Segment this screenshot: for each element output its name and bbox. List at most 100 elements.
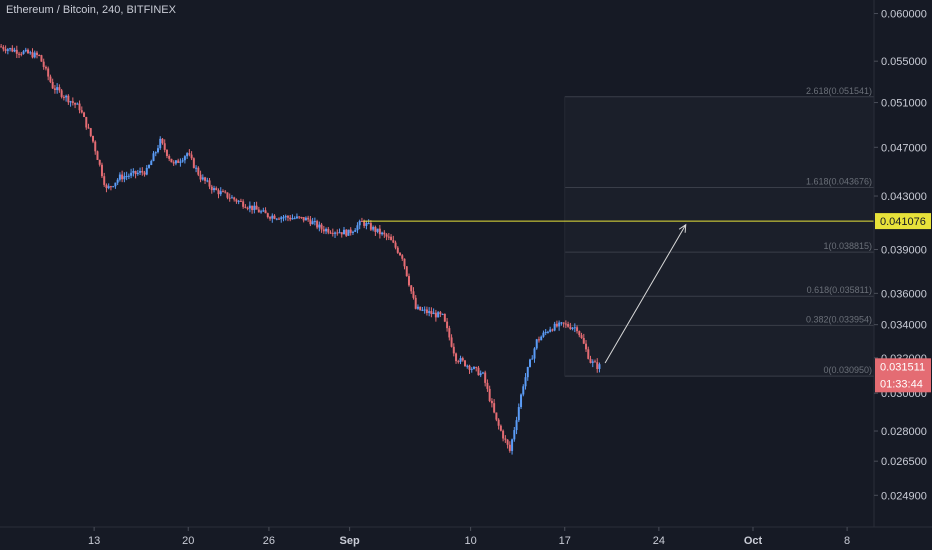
candle-body xyxy=(262,210,265,212)
candle-body xyxy=(508,444,511,451)
candle-body xyxy=(598,364,601,369)
candle-body xyxy=(430,311,433,315)
candle-body xyxy=(239,200,242,202)
fib-level-label: 1.618(0.043676) xyxy=(806,176,872,186)
candle-body xyxy=(423,309,426,311)
candle-body xyxy=(585,343,588,350)
candle-body xyxy=(334,232,337,234)
candle-body xyxy=(495,412,498,420)
price-axis-label: 0.024900 xyxy=(881,490,927,502)
candle-body xyxy=(360,220,363,222)
price-axis-label: 0.060000 xyxy=(881,9,927,21)
candle-body xyxy=(282,217,285,219)
candle-body xyxy=(204,177,207,181)
candle-body xyxy=(114,182,117,187)
candle-body xyxy=(576,327,579,332)
candle-body xyxy=(493,403,496,413)
candle-body xyxy=(20,53,23,55)
candle-body xyxy=(558,322,561,327)
candle-body xyxy=(358,220,361,226)
time-axis-label: Oct xyxy=(744,535,763,547)
candle-body xyxy=(125,175,128,177)
candle-body xyxy=(47,68,50,77)
candle-body xyxy=(349,229,352,233)
candle-body xyxy=(206,180,209,182)
candle-body xyxy=(4,49,7,51)
symbol-title[interactable]: Ethereum / Bitcoin, 240, BITFINEX xyxy=(6,4,176,16)
candle-body xyxy=(278,218,281,220)
candle-body xyxy=(367,223,370,225)
time-axis-label: 8 xyxy=(844,535,850,547)
candle-body xyxy=(163,143,166,150)
candle-body xyxy=(555,323,558,327)
candle-body xyxy=(100,164,103,177)
candle-body xyxy=(354,230,357,232)
candle-body xyxy=(87,127,90,129)
candle-body xyxy=(179,161,182,163)
candle-body xyxy=(134,170,137,175)
candle-body xyxy=(537,339,540,341)
candle-body xyxy=(419,306,422,311)
candle-body xyxy=(80,110,83,113)
candle-body xyxy=(58,87,61,91)
candle-body xyxy=(325,228,328,232)
candle-body xyxy=(195,167,198,169)
candle-body xyxy=(533,348,536,359)
candle-body xyxy=(593,361,596,363)
projection-arrow-line xyxy=(604,224,687,364)
candle-body xyxy=(67,95,70,103)
candle-body xyxy=(186,153,189,157)
candle-body xyxy=(192,158,195,168)
candle-body xyxy=(573,327,576,329)
candle-body xyxy=(168,156,171,159)
candle-body xyxy=(542,332,545,337)
candle-body xyxy=(383,232,386,235)
candle-body xyxy=(92,135,95,142)
candle-body xyxy=(190,154,193,159)
candle-body xyxy=(246,207,249,209)
candle-body xyxy=(201,177,204,180)
candle-body xyxy=(481,372,484,374)
candle-body xyxy=(257,209,260,213)
candle-body xyxy=(506,439,509,445)
candles-group xyxy=(0,43,601,455)
time-axis-label: Sep xyxy=(340,535,360,547)
candle-body xyxy=(143,172,146,175)
candle-body xyxy=(403,258,406,267)
candle-body xyxy=(83,112,86,117)
candle-body xyxy=(242,201,245,207)
candle-body xyxy=(421,309,424,311)
candle-body xyxy=(457,361,460,363)
time-axis-label: 10 xyxy=(464,535,476,547)
candle-body xyxy=(490,400,493,404)
time-axis-label: 20 xyxy=(182,535,194,547)
candle-body xyxy=(15,49,18,54)
candle-body xyxy=(475,366,478,368)
candle-body xyxy=(589,358,592,363)
candle-body xyxy=(511,439,514,451)
candle-body xyxy=(520,394,523,408)
candle-body xyxy=(479,373,482,376)
candle-body xyxy=(159,138,162,149)
candle-body xyxy=(123,176,126,180)
candle-body xyxy=(318,224,321,228)
candle-body xyxy=(396,247,399,253)
candle-body xyxy=(145,167,148,175)
candle-body xyxy=(560,322,563,324)
candle-body xyxy=(425,309,428,314)
candle-body xyxy=(571,327,574,329)
candle-body xyxy=(226,192,229,198)
candle-body xyxy=(551,329,554,331)
candle-body xyxy=(18,53,21,55)
candle-body xyxy=(130,172,133,176)
candle-body xyxy=(569,326,572,329)
candle-body xyxy=(280,217,283,220)
candle-body xyxy=(390,236,393,241)
candle-body xyxy=(71,101,74,103)
candle-body xyxy=(177,160,180,163)
candle-body xyxy=(152,153,155,162)
candle-body xyxy=(486,382,489,389)
candle-body xyxy=(275,218,278,220)
